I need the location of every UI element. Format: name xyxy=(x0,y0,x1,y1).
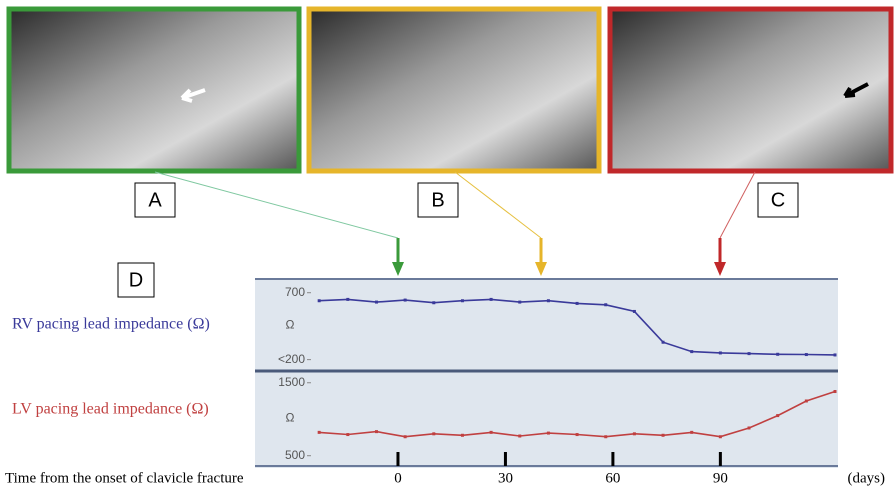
data-point xyxy=(662,434,665,437)
y-unit-label: Ω xyxy=(286,411,295,425)
data-point xyxy=(518,301,521,304)
panel-label: C xyxy=(771,189,785,211)
chart-panel xyxy=(255,278,838,468)
xray-image xyxy=(309,9,599,171)
data-point xyxy=(719,351,722,354)
data-point xyxy=(662,341,665,344)
data-point xyxy=(719,435,722,438)
data-point xyxy=(461,299,464,302)
panel-label: B xyxy=(431,189,444,211)
data-point xyxy=(748,352,751,355)
connector xyxy=(155,172,398,238)
data-point xyxy=(633,432,636,435)
x-tick-label: 30 xyxy=(498,470,513,486)
y-axis-title: LV pacing lead impedance (Ω) xyxy=(12,401,209,418)
y-tick-label: 1500 xyxy=(278,375,305,389)
data-point xyxy=(576,433,579,436)
data-point xyxy=(748,426,751,429)
data-point xyxy=(346,298,349,301)
data-point xyxy=(834,353,837,356)
data-point xyxy=(404,299,407,302)
data-point xyxy=(805,353,808,356)
data-point xyxy=(690,431,693,434)
data-point xyxy=(604,303,607,306)
data-point xyxy=(318,431,321,434)
data-point xyxy=(690,350,693,353)
data-point xyxy=(576,302,579,305)
data-point xyxy=(346,433,349,436)
data-point xyxy=(805,399,808,402)
xray-image xyxy=(9,9,299,171)
y-tick-label: 700 xyxy=(285,285,305,299)
data-point xyxy=(633,310,636,313)
data-point xyxy=(547,432,550,435)
data-point xyxy=(490,298,493,301)
data-point xyxy=(432,432,435,435)
x-tick-label: 60 xyxy=(605,470,620,486)
panel-label: D xyxy=(129,269,143,291)
data-point xyxy=(318,299,321,302)
figure: A B C D RV pacing lead impedance (Ω) 700 <… xyxy=(0,0,895,487)
marker-arrow xyxy=(392,262,404,276)
data-point xyxy=(404,435,407,438)
y-unit-label: Ω xyxy=(286,318,295,332)
x-axis-title: Time from the onset of clavicle fracture xyxy=(5,470,244,486)
data-point xyxy=(432,301,435,304)
marker-arrow xyxy=(535,262,547,276)
data-point xyxy=(461,434,464,437)
y-tick-label: 500 xyxy=(285,448,305,462)
data-point xyxy=(375,301,378,304)
connector xyxy=(720,172,755,238)
x-tick-label: 90 xyxy=(713,470,728,486)
data-point xyxy=(776,414,779,417)
data-point xyxy=(518,435,521,438)
data-point xyxy=(547,299,550,302)
data-point xyxy=(834,390,837,393)
x-axis-unit: (days) xyxy=(848,470,886,486)
y-tick-label: <200 xyxy=(278,352,305,366)
data-point xyxy=(490,431,493,434)
panel-label: A xyxy=(148,189,162,211)
data-point xyxy=(604,435,607,438)
data-point xyxy=(776,353,779,356)
page: A B C D RV pacing lead impedance (Ω) 700 <… xyxy=(0,0,895,487)
connector xyxy=(455,172,541,238)
marker-arrow xyxy=(714,262,726,276)
data-point xyxy=(375,430,378,433)
x-tick-label: 0 xyxy=(394,470,402,486)
y-axis-title: RV pacing lead impedance (Ω) xyxy=(12,316,210,333)
